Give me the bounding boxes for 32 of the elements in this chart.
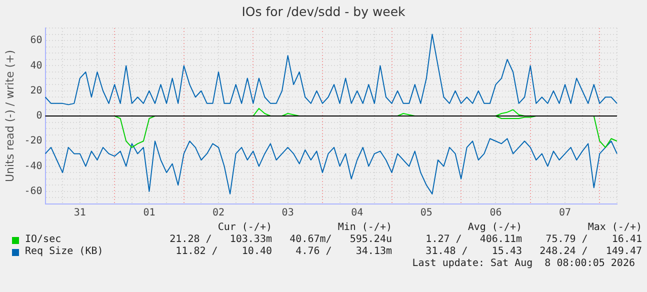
- legend-label: IO/sec: [25, 234, 62, 246]
- x-tick-label: 04: [351, 208, 364, 219]
- text: 11.82 / 10.40: [174, 246, 272, 258]
- x-tick-label: 07: [559, 208, 572, 219]
- legend-label: Req Size (KB): [25, 246, 104, 258]
- text: 31.48 / 15.43: [424, 246, 522, 258]
- text: Cur (-/+): [216, 222, 272, 234]
- x-tick-label: 02: [212, 208, 225, 219]
- text: Last update: Sat Aug 8 08:00:05 2026: [411, 258, 635, 269]
- text: 21.28 / 103.33m: [168, 234, 272, 246]
- text: 75.79 / 16.41: [544, 234, 642, 246]
- y-tick-label: 60: [30, 35, 42, 46]
- y-tick-label: -60: [24, 186, 42, 198]
- y-tick-label: -40: [24, 160, 42, 172]
- y-tick-label: -20: [24, 136, 42, 147]
- text: Min (-/+): [336, 222, 392, 234]
- text: Max (-/+): [586, 222, 642, 234]
- x-tick-label: 03: [282, 208, 294, 219]
- y-tick-label: 40: [30, 60, 42, 72]
- text: 248.24 / 149.47: [538, 246, 642, 258]
- y-axis-title: Units read (-) / write (+): [3, 50, 16, 182]
- y-tick-label: 20: [30, 85, 42, 96]
- x-tick-label: 01: [143, 208, 156, 219]
- text: 4.76 / 34.13m: [294, 246, 392, 258]
- chart-title: IOs for /dev/sdd - by week: [240, 4, 406, 19]
- text: Avg (-/+): [466, 222, 522, 234]
- x-tick-label: 06: [490, 208, 502, 219]
- x-tick-label: 31: [74, 208, 86, 219]
- y-tick-label: 0: [36, 110, 42, 122]
- text: 40.67m/ 595.24u: [288, 234, 392, 246]
- text: 1.27 / 406.11m: [424, 234, 522, 246]
- x-tick-label: 05: [420, 208, 432, 219]
